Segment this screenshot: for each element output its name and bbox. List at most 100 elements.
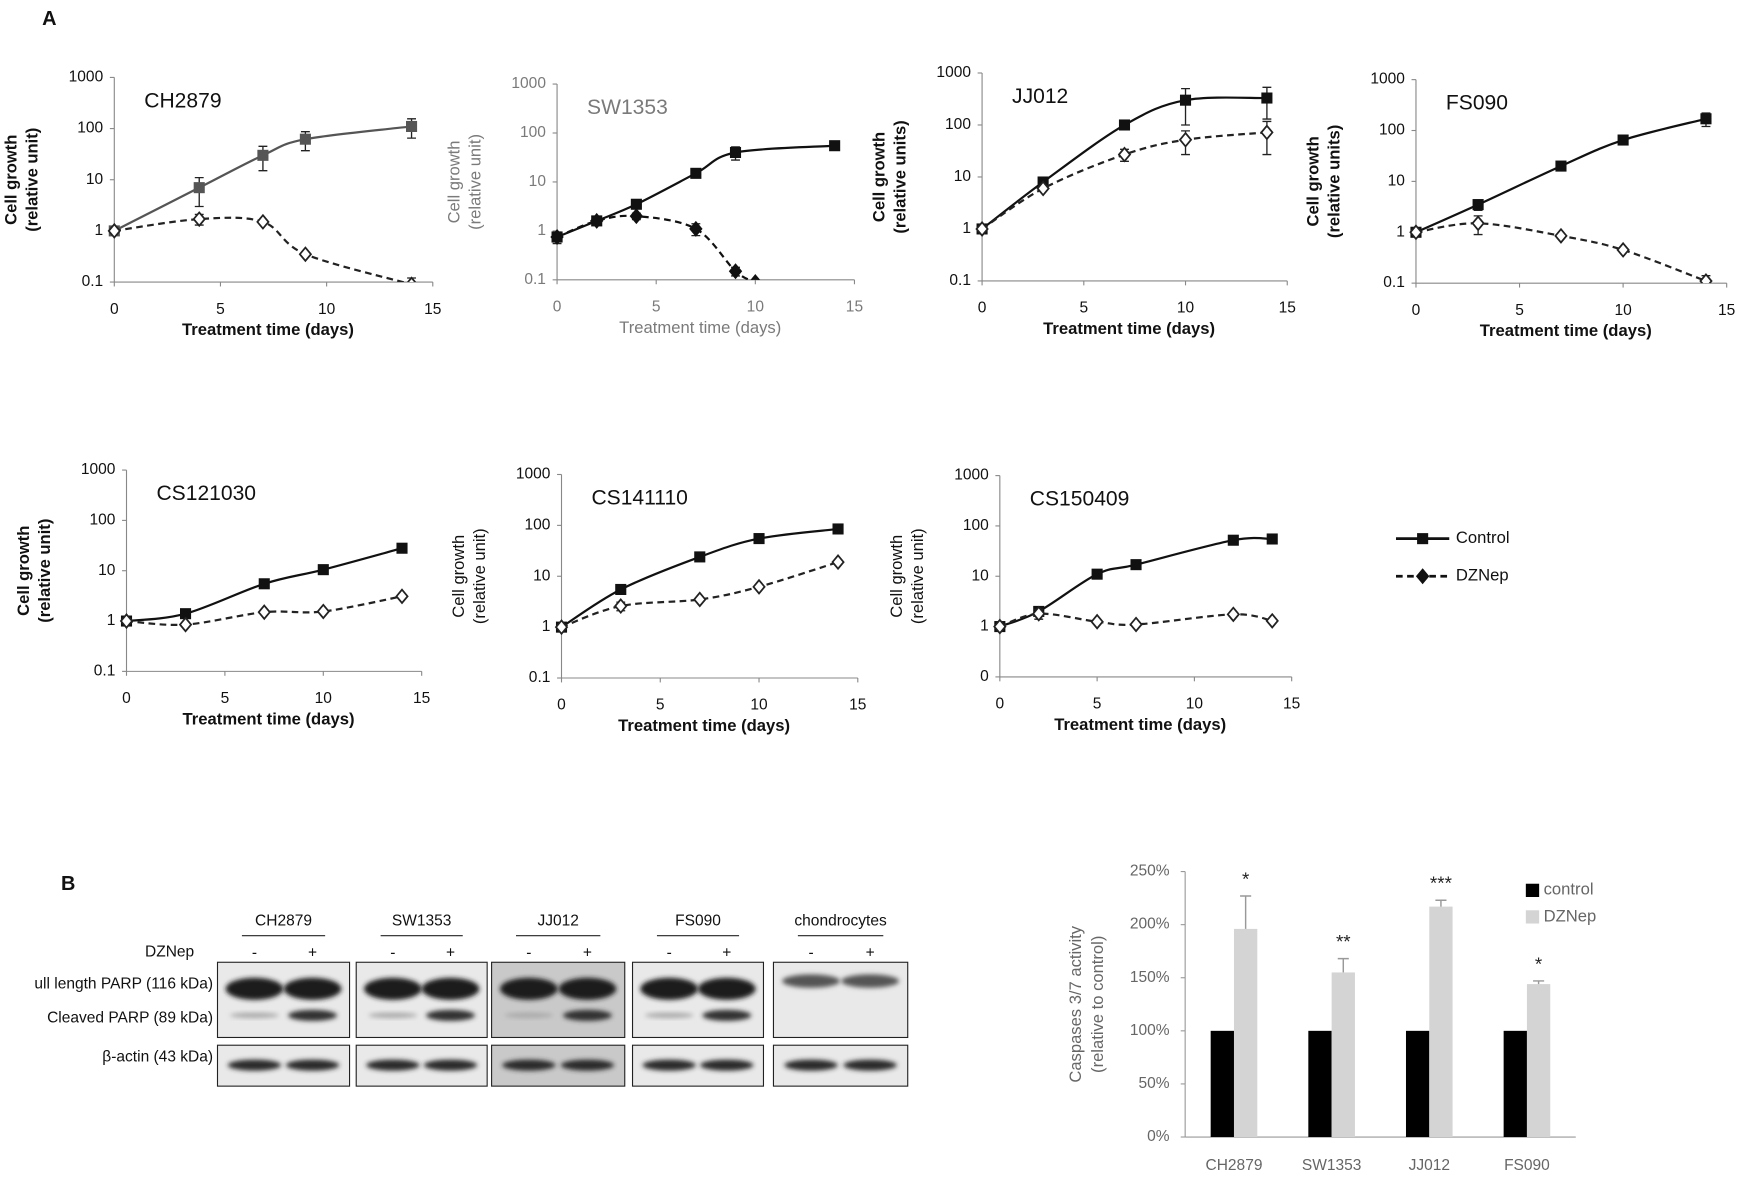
column-label: JJ012 — [537, 912, 578, 929]
marker — [1091, 568, 1103, 580]
x-tick-label: 5 — [1093, 696, 1102, 713]
y-axis-label: (relative unit) — [465, 134, 484, 230]
x-tick-label: 5 — [656, 697, 665, 714]
y-tick-label: 10 — [529, 173, 547, 190]
y-tick-label: 1000 — [954, 467, 989, 484]
marker — [1036, 180, 1050, 197]
plot-area — [550, 140, 841, 280]
panel-label: A — [42, 8, 56, 30]
y-tick-label: 200% — [1130, 916, 1170, 933]
marker — [1129, 616, 1143, 633]
band — [640, 977, 699, 1000]
y-axis-label: Cell growth — [449, 535, 468, 618]
marker — [298, 246, 313, 263]
treatment-label: DZNep — [145, 943, 194, 960]
y-tick-label: 10 — [98, 562, 116, 579]
y-tick-label: 1 — [1396, 223, 1405, 240]
chart-title: CS150409 — [1030, 488, 1130, 511]
bar — [1331, 972, 1355, 1138]
y-axis-label: Cell growth — [2, 135, 21, 225]
series-line — [981, 96, 1267, 230]
x-tick-label: 15 — [1718, 302, 1735, 319]
blot-box — [216, 961, 351, 1039]
series-line — [560, 527, 839, 629]
chart: 0 1 10 100 1000 0 5 10 15 CS150409 Treatment time … — [887, 467, 1300, 734]
band — [368, 1012, 418, 1019]
y-tick-label: 100 — [945, 116, 971, 133]
marker — [257, 149, 269, 161]
marker — [728, 263, 743, 280]
panel-label: B — [61, 873, 75, 895]
x-tick-label: JJ012 — [1409, 1157, 1450, 1174]
column-label: CH2879 — [255, 912, 312, 929]
series-line — [1415, 117, 1707, 234]
marker — [1226, 606, 1241, 623]
marker — [107, 222, 122, 239]
plot-area — [993, 533, 1279, 635]
y-tick-label: 1000 — [81, 461, 116, 478]
marker — [694, 551, 706, 563]
y-tick-label: 1000 — [511, 75, 546, 92]
y-tick-label: 10 — [1388, 173, 1406, 190]
marker — [690, 167, 702, 179]
marker — [752, 578, 766, 595]
x-axis-label: Treatment time (days) — [1043, 319, 1215, 338]
marker — [1409, 224, 1423, 241]
band — [843, 1059, 897, 1071]
band — [500, 977, 558, 1000]
x-tick-label: FS090 — [1504, 1157, 1550, 1174]
y-tick-label: 1000 — [1370, 71, 1405, 88]
chart-title: CS141110 — [591, 486, 687, 509]
y-tick-label: 1000 — [936, 64, 971, 81]
x-tick-label: 10 — [750, 697, 768, 714]
y-axis-label: (relative unit) — [23, 128, 42, 232]
y-tick-label: 10 — [971, 567, 989, 584]
y-tick-label: 1 — [107, 612, 116, 629]
y-axis-label: (relative units) — [1324, 125, 1343, 238]
marker — [993, 618, 1007, 635]
x-axis-label: Treatment time (days) — [1054, 715, 1226, 734]
marker — [406, 276, 417, 283]
sign-label: + — [866, 945, 875, 962]
x-tick-label: 10 — [1177, 300, 1195, 317]
band — [426, 1009, 475, 1021]
band — [560, 1059, 615, 1071]
marker — [975, 220, 989, 237]
band — [283, 977, 342, 1000]
legend-label: DZNep — [1456, 566, 1509, 585]
y-tick-label: 0% — [1147, 1128, 1170, 1145]
x-tick-label: 5 — [1079, 300, 1088, 317]
chart-title: JJ012 — [1012, 85, 1068, 108]
y-tick-label: 1 — [542, 618, 551, 635]
column-label: FS090 — [675, 912, 721, 929]
x-axis-label: Treatment time (days) — [1480, 321, 1652, 340]
annotation: * — [1242, 868, 1250, 889]
marker — [1117, 146, 1132, 163]
marker — [1555, 160, 1567, 172]
error-bar — [1181, 87, 1190, 126]
x-tick-label: 0 — [110, 301, 119, 318]
x-axis-label: Treatment time (days) — [619, 318, 781, 337]
plot-area — [975, 86, 1274, 237]
marker — [750, 274, 761, 280]
marker — [317, 564, 329, 576]
x-tick-label: 0 — [557, 697, 566, 714]
band — [423, 1059, 478, 1071]
western-blot: DZNep ull length PARP (116 kDa) Cleaved PA… — [34, 912, 909, 1087]
marker — [1090, 613, 1104, 630]
marker — [1700, 113, 1712, 125]
y-tick-label: 250% — [1130, 863, 1170, 880]
band — [782, 974, 840, 988]
bar — [1429, 906, 1453, 1138]
marker — [630, 198, 642, 210]
marker — [1178, 131, 1193, 148]
y-tick-label: 1 — [95, 222, 104, 239]
marker — [193, 182, 205, 194]
marker — [1699, 273, 1713, 284]
x-tick-label: 0 — [1412, 302, 1421, 319]
legend-marker — [1417, 533, 1429, 545]
y-tick-label: 0.1 — [94, 662, 116, 679]
band — [563, 1009, 612, 1021]
x-axis-label: Treatment time (days) — [618, 716, 790, 735]
legend-label: control — [1544, 880, 1594, 899]
